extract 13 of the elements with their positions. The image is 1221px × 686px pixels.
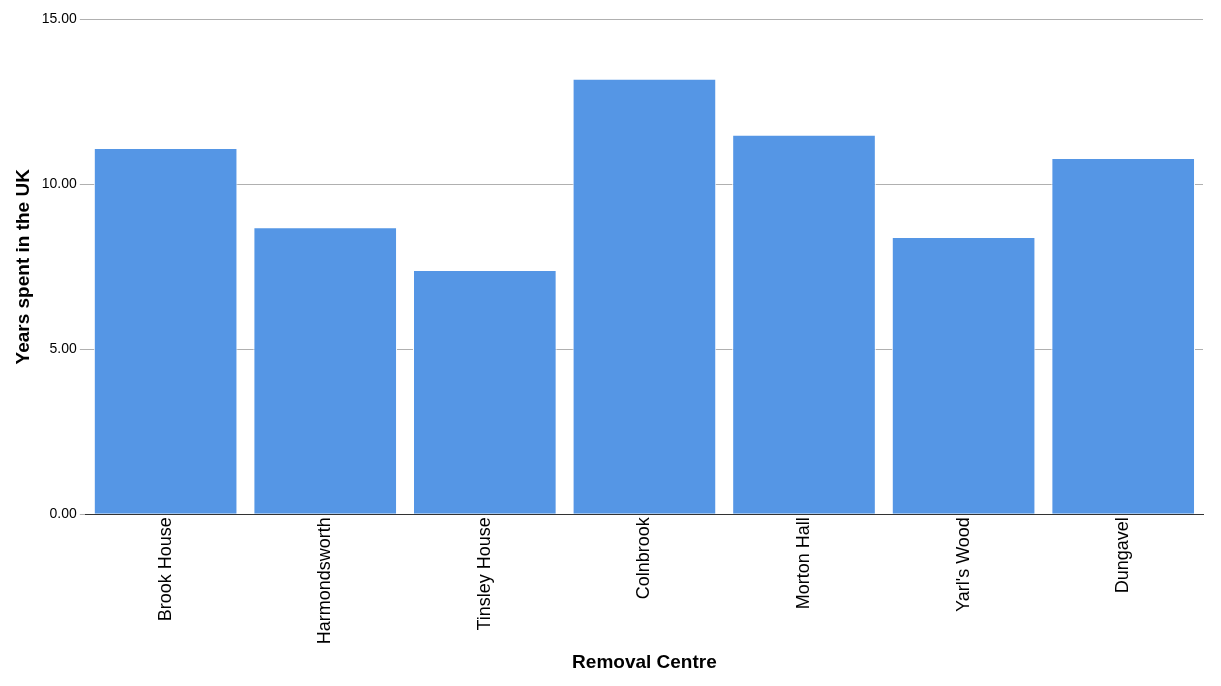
- x-tick-label: Morton Hall: [792, 517, 813, 610]
- x-tick-label: Tinsley House: [473, 517, 494, 631]
- x-tick-label: Dungavel: [1112, 517, 1133, 594]
- x-tick-label: Yarl's Wood: [952, 517, 973, 612]
- y-axis-title: Years spent in the UK: [11, 168, 33, 365]
- y-tick-label: 15.00: [41, 10, 78, 27]
- y-tick-label: 10.00: [41, 175, 78, 192]
- y-tick-label: 0.00: [49, 505, 78, 522]
- y-tick-label: 5.00: [49, 340, 78, 357]
- x-tick-label: Colnbrook: [633, 516, 654, 600]
- x-axis-title: Removal Centre: [572, 650, 717, 672]
- x-tick-label: Harmondsworth: [314, 517, 335, 645]
- x-tick-label: Brook House: [154, 517, 175, 622]
